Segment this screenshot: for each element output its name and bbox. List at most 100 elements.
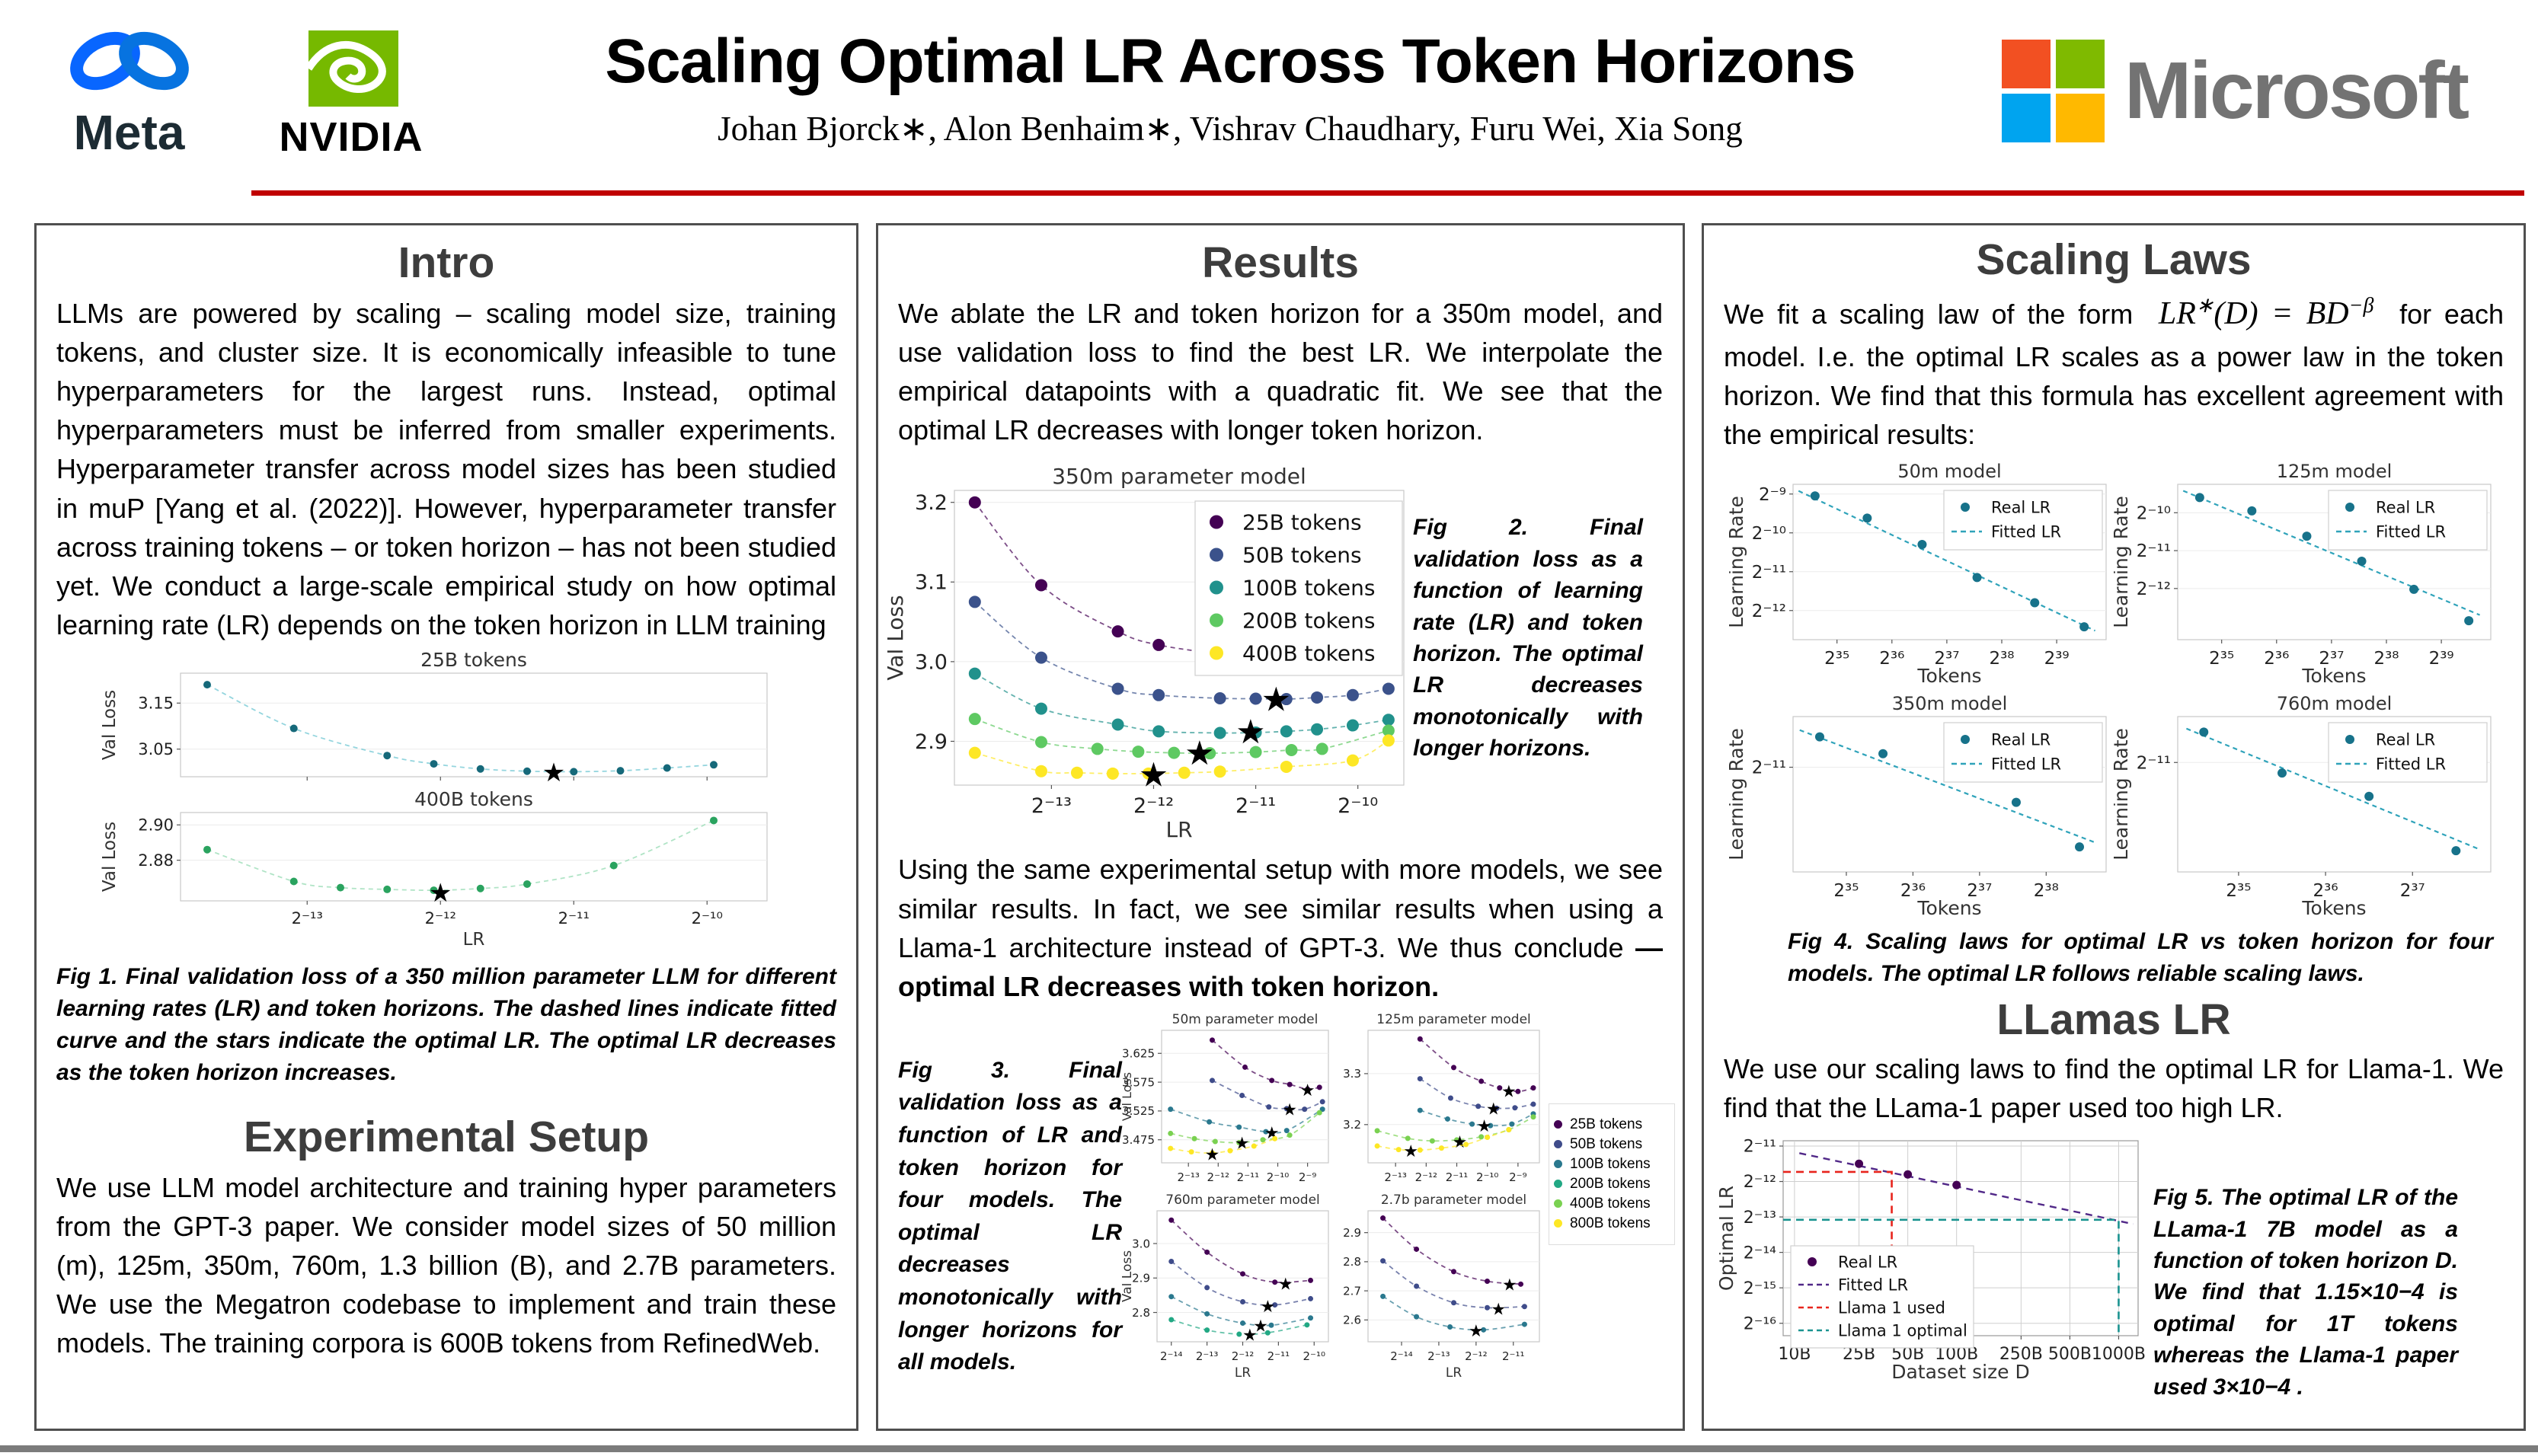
svg-text:2.7b parameter model: 2.7b parameter model xyxy=(1381,1193,1526,1208)
svg-text:2.9: 2.9 xyxy=(915,730,948,754)
svg-text:2⁻¹⁰: 2⁻¹⁰ xyxy=(1267,1170,1290,1184)
svg-text:LR: LR xyxy=(1446,1365,1462,1381)
svg-text:2⁻¹¹: 2⁻¹¹ xyxy=(2137,753,2171,773)
svg-text:400B tokens: 400B tokens xyxy=(1242,641,1375,666)
ms-square-red xyxy=(2002,40,2051,88)
fig4-caption: Fig 4. Scaling laws for optimal LR vs to… xyxy=(1788,928,2493,986)
svg-text:2⁻¹³: 2⁻¹³ xyxy=(292,909,323,928)
svg-text:★: ★ xyxy=(1453,1133,1468,1152)
results-body1: We ablate the LR and token horizon for a… xyxy=(898,298,1663,446)
svg-text:2⁻¹¹: 2⁻¹¹ xyxy=(558,909,590,928)
svg-text:LR: LR xyxy=(1235,1365,1251,1381)
svg-text:2.90: 2.90 xyxy=(138,816,174,835)
svg-text:★: ★ xyxy=(1235,714,1265,752)
svg-text:100B tokens: 100B tokens xyxy=(1242,576,1375,601)
svg-text:25B tokens: 25B tokens xyxy=(420,649,527,671)
svg-text:Tokens: Tokens xyxy=(2301,897,2366,919)
svg-text:★: ★ xyxy=(1261,681,1291,720)
svg-text:★: ★ xyxy=(1260,1298,1275,1317)
svg-text:2⁻¹²: 2⁻¹² xyxy=(1207,1170,1230,1184)
svg-text:2⁻¹²: 2⁻¹² xyxy=(1415,1170,1438,1184)
svg-text:2⁻⁹: 2⁻⁹ xyxy=(1509,1170,1526,1184)
svg-text:Fitted LR: Fitted LR xyxy=(1838,1276,1908,1295)
svg-text:Real LR: Real LR xyxy=(1991,730,2051,749)
svg-text:2³⁹: 2³⁹ xyxy=(2044,649,2070,669)
header-divider-rule xyxy=(251,190,2524,196)
fig5-chart: 2⁻¹¹ 2⁻¹² 2⁻¹³ 2⁻¹⁴ 2⁻¹⁵ 2⁻¹⁶ 10B 25B 50B 100B 250… xyxy=(1715,1132,2146,1403)
svg-text:2³⁷: 2³⁷ xyxy=(2400,881,2425,901)
svg-text:200B tokens: 200B tokens xyxy=(1242,608,1375,634)
ms-square-yellow xyxy=(2056,94,2105,142)
formula-star: ∗ xyxy=(2195,294,2214,318)
svg-text:★: ★ xyxy=(429,878,452,908)
svg-text:350m parameter model: 350m parameter model xyxy=(1052,464,1306,489)
legend-label: 100B tokens xyxy=(1570,1155,1651,1172)
svg-text:2³⁶: 2³⁶ xyxy=(1900,881,1926,901)
svg-text:2⁻¹²: 2⁻¹² xyxy=(1133,794,1174,818)
svg-text:LR: LR xyxy=(463,930,485,950)
svg-text:Real LR: Real LR xyxy=(2376,730,2435,749)
legend-marker-icon xyxy=(1554,1120,1562,1129)
svg-text:2⁻¹¹: 2⁻¹¹ xyxy=(1752,758,1786,778)
scaling-laws-heading: Scaling Laws xyxy=(1976,235,2252,284)
results-body2-normal: Using the same experimental setup with m… xyxy=(898,854,1663,963)
intro-heading: Intro xyxy=(398,238,495,287)
svg-text:Tokens: Tokens xyxy=(1916,897,1981,919)
scaling-body-pre: We fit a scaling law of the form xyxy=(1724,299,2134,330)
svg-text:2.9: 2.9 xyxy=(1132,1271,1150,1285)
formula-exp: −β xyxy=(2348,294,2374,318)
fig4-350m-chart: 2⁻¹¹ 2³⁵ 2³⁶ 2³⁷ 2³⁸ 350m model Learning Rate T… xyxy=(1725,691,2114,923)
intro-body: LLMs are powered by scaling – scaling mo… xyxy=(56,298,836,640)
intro-column: Intro LLMs are powered by scaling – scal… xyxy=(34,223,858,1431)
svg-text:2³⁸: 2³⁸ xyxy=(2373,649,2399,669)
svg-text:3.05: 3.05 xyxy=(138,740,174,758)
nvidia-logo: NVIDIA xyxy=(256,29,446,161)
svg-text:50B tokens: 50B tokens xyxy=(1242,543,1362,568)
microsoft-squares-icon xyxy=(2002,40,2105,142)
fig2-chart: 2.9 3.0 3.1 3.2 2⁻¹³ 2⁻¹² 2⁻¹¹ 2⁻¹⁰ 350m paramet… xyxy=(883,457,1413,845)
legend-entry: 25B tokens xyxy=(1554,1116,1670,1133)
svg-text:3.15: 3.15 xyxy=(138,694,174,713)
svg-text:Learning Rate: Learning Rate xyxy=(1729,728,1747,861)
svg-text:Optimal LR: Optimal LR xyxy=(1719,1186,1737,1291)
fig4-125m-chart: 2⁻¹⁰ 2⁻¹¹ 2⁻¹² 2³⁵ 2³⁶ 2³⁷ 2³⁸ 2³⁹ 125m model Lea… xyxy=(2110,458,2498,691)
svg-text:Val Loss: Val Loss xyxy=(1122,1072,1134,1121)
legend-marker-icon xyxy=(1554,1160,1562,1169)
svg-text:2³⁷: 2³⁷ xyxy=(2319,649,2344,669)
svg-text:2.88: 2.88 xyxy=(138,851,174,870)
fig2-row: 2.9 3.0 3.1 3.2 2⁻¹³ 2⁻¹² 2⁻¹¹ 2⁻¹⁰ 350m paramet… xyxy=(883,457,1683,845)
fig4-charts: 2⁻⁹ 2⁻¹⁰ 2⁻¹¹ 2⁻¹² 2³⁵ 2³⁶ 2³⁷ 2³⁸ 2³⁹ 50m model L… xyxy=(1704,458,2524,923)
svg-text:2⁻¹¹: 2⁻¹¹ xyxy=(1235,794,1276,818)
svg-text:2⁻¹²: 2⁻¹² xyxy=(1744,1173,1776,1192)
fig5-caption: Fig 5. The optimal LR of the LLama-1 7B … xyxy=(2153,1185,2458,1400)
svg-text:500B: 500B xyxy=(2048,1345,2092,1364)
svg-text:2⁻¹³: 2⁻¹³ xyxy=(1031,794,1072,818)
svg-text:2.6: 2.6 xyxy=(1343,1313,1361,1327)
scaling-body-post: for each model. I.e. the optimal LR scal… xyxy=(1724,299,2504,450)
svg-text:Tokens: Tokens xyxy=(1916,665,1981,687)
svg-text:★: ★ xyxy=(1477,1117,1492,1136)
svg-text:2⁻¹⁴: 2⁻¹⁴ xyxy=(1390,1349,1413,1363)
svg-text:50m parameter model: 50m parameter model xyxy=(1172,1012,1319,1027)
scaling-laws-body: We fit a scaling law of the form LR∗(D) … xyxy=(1724,291,2504,454)
results-body2-bold: — optimal LR decreases with token horizo… xyxy=(898,931,1663,1002)
svg-text:760m parameter model: 760m parameter model xyxy=(1165,1193,1320,1208)
legend-label: 400B tokens xyxy=(1570,1195,1651,1212)
svg-text:★: ★ xyxy=(542,758,565,784)
svg-text:2⁻¹¹: 2⁻¹¹ xyxy=(1446,1170,1469,1184)
svg-text:★: ★ xyxy=(1282,1100,1297,1119)
scaling-law-formula: LR∗(D) = BD−β xyxy=(2159,294,2374,331)
fig3-row: Fig 3. Final validation loss as a functi… xyxy=(878,1011,1683,1385)
svg-text:★: ★ xyxy=(1300,1081,1315,1100)
svg-text:3.625: 3.625 xyxy=(1122,1046,1155,1060)
svg-text:Learning Rate: Learning Rate xyxy=(2114,496,2132,628)
nvidia-eye-icon xyxy=(305,30,398,107)
legend-label: 50B tokens xyxy=(1570,1135,1643,1152)
formula-mid: (D) = BD xyxy=(2214,296,2349,331)
fig3-50m-chart: 3.625 3.575 3.525 3.475 2⁻¹³ 2⁻¹² 2⁻¹¹ 2⁻¹⁰ 2⁻⁹ 5… xyxy=(1120,1011,1333,1191)
svg-text:2³⁶: 2³⁶ xyxy=(2264,649,2289,669)
svg-text:2.8: 2.8 xyxy=(1132,1306,1150,1320)
legend-entry: 800B tokens xyxy=(1554,1215,1670,1232)
fig4-50m-chart: 2⁻⁹ 2⁻¹⁰ 2⁻¹¹ 2⁻¹² 2³⁵ 2³⁶ 2³⁷ 2³⁸ 2³⁹ 50m model L… xyxy=(1725,458,2114,691)
meta-infinity-icon xyxy=(69,31,189,91)
